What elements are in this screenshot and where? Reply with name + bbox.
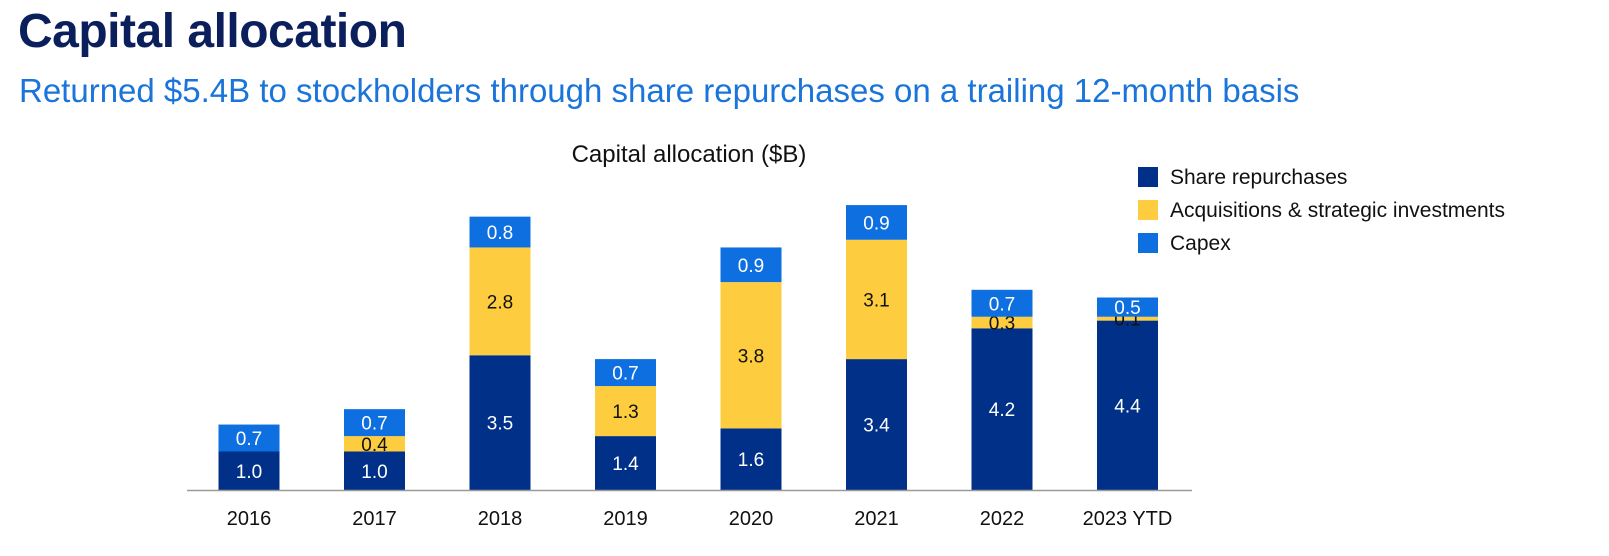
data-label-capex-2021: 0.9 (863, 213, 889, 234)
bar-acquisitions-strategic-investments-2021 (846, 239, 907, 360)
data-label-capex-2019: 0.7 (612, 364, 638, 385)
bar-capex-2020 (720, 247, 782, 283)
data-label-acquisitions-strategic-investments-2021: 3.1 (863, 290, 889, 311)
bar-capex-2023-ytd (1097, 297, 1158, 317)
bar-acquisitions-strategic-investments-2018 (469, 247, 531, 356)
legend-swatch-capex (1138, 233, 1158, 253)
x-axis-ticks: 2016 2017 2018 2019 2020 2021 2022 2023 YTD (227, 508, 1173, 530)
bar-share-repurchases-2023-ytd (1097, 320, 1158, 490)
data-label-capex-2018: 0.8 (487, 223, 513, 244)
bar-acquisitions-strategic-investments-2022 (971, 316, 1033, 329)
data-label-acquisitions-strategic-investments-2019: 1.3 (612, 402, 638, 423)
bar-share-repurchases-2018 (469, 355, 531, 490)
x-tick-2020: 2020 (729, 508, 774, 530)
bar-share-repurchases-2021 (846, 359, 907, 490)
x-tick-2021: 2021 (854, 508, 899, 530)
bar-acquisitions-strategic-investments-2019 (595, 386, 656, 437)
bar-capex-2021 (846, 205, 907, 240)
legend-label-acquisitions-strategic-investments: Acquisitions & strategic investments (1170, 199, 1505, 222)
data-label-capex-2020: 0.9 (738, 256, 764, 277)
data-label-capex-2016: 0.7 (236, 429, 262, 450)
legend-label-capex: Capex (1170, 232, 1231, 255)
data-label-share-repurchases-2022: 4.2 (989, 400, 1015, 421)
data-label-share-repurchases-2016: 1.0 (236, 462, 262, 483)
bar-capex-2016 (218, 424, 280, 452)
data-label-capex-2023-ytd: 0.5 (1114, 298, 1140, 319)
data-label-share-repurchases-2019: 1.4 (612, 454, 639, 475)
bar-capex-2019 (595, 359, 656, 387)
bar-acquisitions-strategic-investments-2017 (344, 436, 405, 452)
bar-capex-2017 (344, 409, 405, 437)
data-label-share-repurchases-2021: 3.4 (863, 416, 890, 437)
x-tick-2023-ytd: 2023 YTD (1083, 508, 1173, 530)
legend-label-share-repurchases: Share repurchases (1170, 166, 1347, 189)
data-label-share-repurchases-2020: 1.6 (738, 450, 764, 471)
data-label-capex-2017: 0.7 (361, 414, 387, 435)
legend: Share repurchases Acquisitions & strategi… (1138, 166, 1505, 255)
data-label-acquisitions-strategic-investments-2020: 3.8 (738, 346, 764, 367)
page-subtitle: Returned $5.4B to stockholders through s… (19, 72, 1300, 109)
bar-share-repurchases-2020 (720, 428, 782, 490)
legend-swatch-acquisitions-strategic-investments (1138, 200, 1158, 220)
x-tick-2017: 2017 (352, 508, 397, 530)
x-tick-2022: 2022 (980, 508, 1025, 530)
bar-capex-2018 (469, 216, 531, 248)
page-title: Capital allocation (18, 5, 407, 58)
chart-title: Capital allocation ($B) (572, 141, 807, 168)
bar-share-repurchases-2016 (218, 451, 280, 490)
data-label-share-repurchases-2018: 3.5 (487, 414, 513, 435)
bar-share-repurchases-2022 (971, 328, 1033, 490)
data-label-acquisitions-strategic-investments-2017: 0.4 (361, 435, 388, 456)
bar-share-repurchases-2017 (344, 451, 405, 490)
legend-swatch-share-repurchases (1138, 167, 1158, 187)
data-label-share-repurchases-2023-ytd: 4.4 (1114, 396, 1141, 417)
data-label-acquisitions-strategic-investments-2022: 0.3 (989, 314, 1015, 335)
bar-acquisitions-strategic-investments-2023-ytd (1097, 316, 1158, 321)
data-label-share-repurchases-2017: 1.0 (361, 462, 387, 483)
data-label-capex-2022: 0.7 (989, 294, 1015, 315)
data-label-acquisitions-strategic-investments-2018: 2.8 (487, 292, 513, 313)
x-tick-2019: 2019 (603, 508, 648, 530)
bars-group: 1.00.71.00.40.7 3.52.80.81.41.30.71.63.80… (218, 205, 1158, 490)
x-tick-2018: 2018 (478, 508, 523, 530)
bar-capex-2022 (971, 289, 1033, 317)
x-tick-2016: 2016 (227, 508, 272, 530)
bar-acquisitions-strategic-investments-2020 (720, 282, 782, 429)
bar-share-repurchases-2019 (595, 436, 656, 490)
